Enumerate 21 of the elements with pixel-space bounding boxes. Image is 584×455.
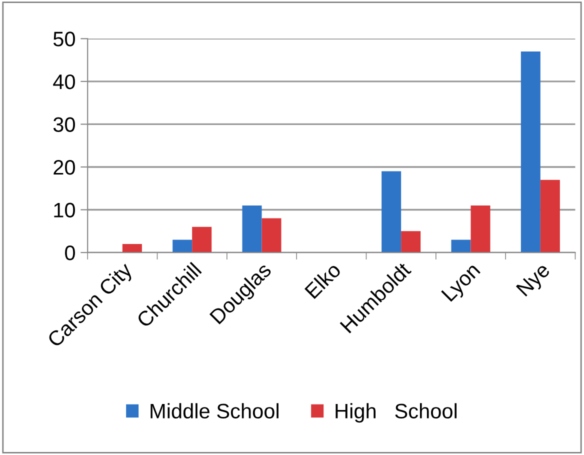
y-tick-label: 30 — [53, 117, 75, 132]
bar — [382, 171, 402, 253]
bar — [470, 205, 490, 253]
x-tick-label: Nye — [516, 262, 554, 300]
bar — [520, 52, 540, 253]
y-tick-label: 0 — [65, 246, 75, 260]
bar — [172, 240, 192, 253]
bar — [451, 240, 471, 253]
y-tick-label: 10 — [54, 202, 75, 218]
bar — [401, 231, 421, 253]
bar — [192, 226, 212, 253]
legend-label: Middle School — [150, 403, 278, 418]
bar — [540, 180, 560, 253]
y-tick-label: 50 — [53, 32, 75, 46]
legend-label: High School — [336, 403, 457, 423]
x-tick-label: Elko — [304, 261, 342, 300]
bar — [242, 205, 262, 253]
bar — [262, 218, 282, 253]
bar — [122, 244, 142, 253]
y-tick-label: 20 — [54, 160, 75, 175]
y-tick-label: 40 — [53, 74, 75, 90]
